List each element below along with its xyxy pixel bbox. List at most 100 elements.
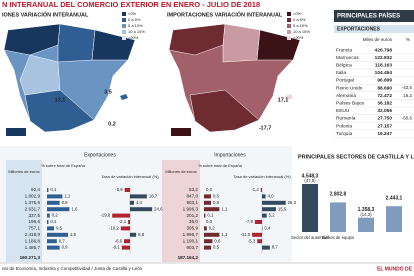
x-tick-label: Bienes de equipo bbox=[322, 235, 355, 240]
value-label: 1.358,3 bbox=[358, 207, 375, 213]
amount: 2.631,7 bbox=[25, 206, 41, 211]
rate-label: -11,0 bbox=[241, 232, 251, 237]
pct-bar bbox=[204, 239, 213, 244]
rate-bar bbox=[254, 220, 262, 224]
country-name: Bélgica bbox=[336, 62, 352, 68]
panel-header bbox=[334, 10, 414, 22]
amount: 1.186,8 bbox=[25, 238, 41, 243]
rate-bar bbox=[262, 194, 266, 199]
rate-bar bbox=[252, 232, 262, 237]
country-name: Marruecos bbox=[336, 55, 359, 61]
amount: 1.190,1 bbox=[183, 238, 199, 243]
legend-swatch bbox=[122, 12, 126, 16]
column-header: % bbox=[406, 37, 410, 42]
legend-label: 0 a 5% bbox=[293, 17, 306, 22]
amount-column bbox=[162, 160, 200, 262]
pct-label: 0,0 bbox=[206, 187, 213, 192]
value-label: 2.802,8 bbox=[330, 192, 347, 198]
rate-label: 24,6 bbox=[154, 206, 163, 211]
legend-swatch bbox=[122, 18, 126, 22]
column-header: Millones de euros bbox=[165, 169, 196, 174]
legend-swatch bbox=[122, 30, 126, 34]
rate-label: -6,6 bbox=[115, 238, 123, 243]
country-name: Francia bbox=[336, 47, 352, 53]
map-title: IONES VARIACIÓN INTERANUAL bbox=[2, 10, 89, 18]
pct-bar bbox=[47, 188, 49, 192]
pct-label: 1,5 bbox=[70, 232, 77, 237]
legend-label: 10 a 15% bbox=[128, 29, 145, 34]
legend-swatch bbox=[287, 12, 291, 16]
country-name: Reino Unido bbox=[336, 85, 363, 91]
total: 160.271,3 bbox=[20, 255, 41, 260]
pct-bar bbox=[204, 226, 207, 231]
amount: 1.996,7 bbox=[183, 232, 199, 237]
rate-bar bbox=[112, 213, 130, 218]
share-label: (14,3) bbox=[360, 212, 372, 217]
pct-label: 1,1 bbox=[221, 232, 228, 237]
value-label: 2.443,1 bbox=[386, 196, 403, 202]
region bbox=[24, 89, 95, 133]
x-tick-label: Sector del automóvil bbox=[291, 235, 329, 240]
rate-label: -1,4 bbox=[251, 187, 259, 192]
source: nto de Economía, Industria y Competitivi… bbox=[2, 266, 143, 271]
region bbox=[222, 23, 261, 63]
country-name: Italia bbox=[336, 70, 346, 76]
country-value: 36.182 bbox=[377, 100, 392, 106]
amount-column bbox=[6, 160, 42, 262]
legend-label: 5 a 10% bbox=[128, 23, 143, 28]
pct-label: 0,2 bbox=[209, 226, 216, 231]
rate-label: -5,9 bbox=[115, 187, 123, 192]
rate-label: 18,7 bbox=[149, 194, 158, 199]
amount: 201,2 bbox=[187, 213, 199, 218]
legend-label: 5 a 10% bbox=[293, 23, 308, 28]
rate-label: 15,5 bbox=[278, 206, 287, 211]
credit: EL MUNDO DE bbox=[377, 266, 413, 272]
column-header: % sobre total de España bbox=[198, 163, 242, 168]
country-name: Rumanía bbox=[336, 116, 356, 122]
rate-label: -9,1 bbox=[112, 245, 120, 250]
pct-bar bbox=[204, 200, 211, 205]
country-pct: -50,6 bbox=[402, 116, 413, 121]
pct-bar bbox=[47, 213, 50, 218]
total: 187.164,2 bbox=[178, 255, 199, 260]
country-value: 19.247 bbox=[377, 131, 392, 137]
pct-bar bbox=[47, 239, 57, 244]
legend-swatch bbox=[287, 18, 291, 22]
legend-swatch bbox=[122, 24, 126, 28]
rate-bar bbox=[124, 239, 130, 244]
map-title: IMPORTACIONES VARIACIÓN INTERANUAL bbox=[167, 10, 283, 18]
country-value: 72.472 bbox=[377, 93, 392, 99]
import-map bbox=[168, 23, 301, 136]
bar bbox=[330, 202, 346, 232]
rate-bar bbox=[257, 239, 262, 244]
rate-bar bbox=[262, 207, 276, 212]
amount: 903,7 bbox=[187, 245, 199, 250]
pct-label: 0,9 bbox=[62, 245, 69, 250]
pct-label: 0,5 bbox=[213, 245, 220, 250]
section-title: EXPORTACIONES bbox=[337, 26, 381, 32]
amount: 1.996,3 bbox=[183, 206, 199, 211]
rate-label: 6,8 bbox=[138, 232, 145, 237]
pct-label: 0,6 bbox=[214, 238, 221, 243]
pct-bar bbox=[47, 245, 60, 250]
rate-label: -10,2 bbox=[109, 226, 119, 231]
bar bbox=[386, 206, 402, 232]
amount: 196,6 bbox=[29, 219, 41, 224]
group-title: Exportaciones bbox=[84, 152, 116, 158]
pct-label: 0,0 bbox=[206, 219, 213, 224]
islands bbox=[285, 94, 293, 100]
region bbox=[3, 23, 61, 56]
title: N INTERANUAL DEL COMERCIO EXTERIOR EN EN… bbox=[2, 0, 260, 9]
pct-bar bbox=[204, 194, 211, 199]
islands bbox=[6, 128, 26, 136]
country-name: Portugal bbox=[336, 78, 354, 84]
value-label: 4.548,3 bbox=[302, 173, 319, 179]
amount: 2.418,9 bbox=[25, 232, 41, 237]
rate-label: 26,3 bbox=[288, 200, 297, 205]
map-value: 17,1 bbox=[278, 97, 289, 103]
country-value: 32.056 bbox=[377, 108, 392, 114]
rate-label: 0,4 bbox=[264, 226, 271, 231]
islands bbox=[171, 128, 191, 136]
bar bbox=[358, 217, 374, 232]
pct-bar bbox=[204, 207, 220, 212]
